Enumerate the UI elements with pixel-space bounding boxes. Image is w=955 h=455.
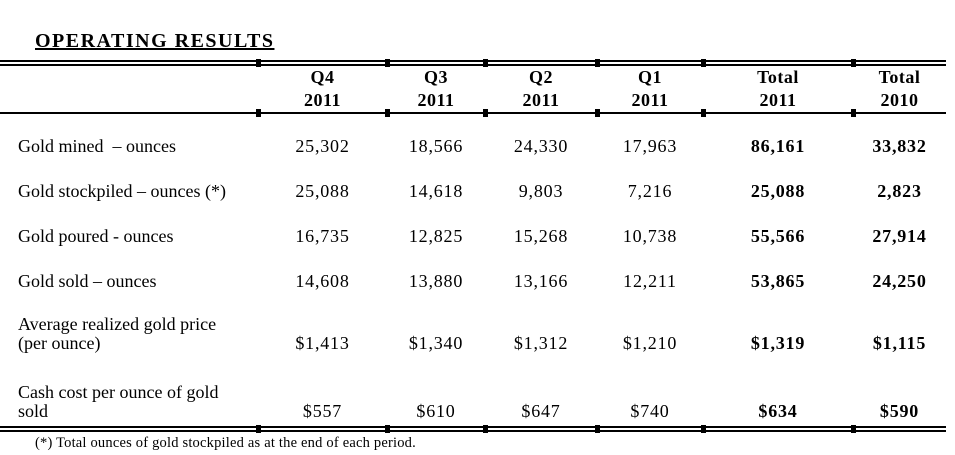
header-q2-2011: Q2 2011 [485, 66, 597, 114]
header-q4-2011: Q4 2011 [258, 66, 387, 114]
total-value-cell: 25,088 [750, 181, 806, 201]
table-row-average-realized-gold-price: Average realized gold price (per ounce) … [0, 294, 946, 356]
header-year-label: 2011 [631, 90, 669, 110]
header-blank [0, 66, 258, 114]
rule-tick [483, 425, 488, 433]
rule-tick [595, 109, 600, 117]
table-row-gold-mined: Gold mined – ounces 25,302 18,566 24,330… [0, 114, 946, 159]
rule-tick [701, 59, 706, 67]
header-total-2010: Total 2010 [853, 66, 946, 114]
rule-tick [851, 109, 856, 117]
total-value-cell: 55,566 [750, 226, 806, 246]
value-cell: 12,825 [408, 226, 464, 246]
total-value-cell: $1,115 [872, 333, 927, 353]
value-cell: $1,340 [408, 333, 464, 353]
value-cell: 12,211 [623, 271, 677, 291]
total-value-cell: $590 [879, 401, 920, 421]
header-year-label: 2010 [880, 90, 919, 110]
value-cell: $610 [416, 401, 456, 421]
header-quarter-label: Q1 [637, 67, 662, 87]
total-value-cell: 2,823 [877, 181, 922, 201]
value-cell: 18,566 [408, 136, 464, 156]
operating-results-table: Q4 2011 Q3 2011 Q2 2011 Q1 2011 Total [0, 60, 946, 432]
value-cell: 9,803 [518, 181, 564, 201]
value-cell: 25,302 [295, 136, 350, 156]
rule-tick [595, 59, 600, 67]
rule-tick [701, 109, 706, 117]
rule-tick [256, 59, 261, 67]
rule-tick [701, 425, 706, 433]
value-cell: 13,166 [513, 271, 569, 291]
header-quarter-label: Q3 [423, 67, 448, 87]
row-label: Gold sold – ounces [18, 271, 157, 291]
row-label: Gold poured - ounces [18, 226, 174, 246]
header-quarter-label: Q2 [528, 67, 553, 87]
value-cell: 7,216 [627, 181, 673, 201]
total-value-cell: 53,865 [750, 271, 806, 291]
value-cell: $740 [630, 401, 670, 421]
header-q3-2011: Q3 2011 [387, 66, 485, 114]
header-year-label: 2011 [417, 90, 455, 110]
value-cell: 16,735 [295, 226, 350, 246]
footnote: (*) Total ounces of gold stockpiled as a… [35, 435, 416, 451]
value-cell: $1,413 [295, 333, 350, 353]
header-q1-2011: Q1 2011 [597, 66, 703, 114]
table-row-gold-poured: Gold poured - ounces 16,735 12,825 15,26… [0, 204, 946, 249]
value-cell: $647 [521, 401, 561, 421]
header-quarter-label: Q4 [310, 67, 335, 87]
value-cell: 13,880 [408, 271, 464, 291]
total-value-cell: 86,161 [750, 136, 806, 156]
header-row: Q4 2011 Q3 2011 Q2 2011 Q1 2011 Total [0, 66, 946, 114]
rule-tick [256, 425, 261, 433]
rule-tick [483, 109, 488, 117]
rule-tick [851, 59, 856, 67]
total-value-cell: 33,832 [872, 136, 927, 156]
row-label: Gold mined – ounces [18, 136, 176, 156]
table-row-cash-cost-per-ounce: Cash cost per ounce of gold sold $557 $6… [0, 356, 946, 426]
header-total-label: Total [757, 67, 799, 87]
value-cell: 10,738 [622, 226, 678, 246]
total-value-cell: $1,319 [750, 333, 806, 353]
table-row-gold-sold: Gold sold – ounces 14,608 13,880 13,166 … [0, 249, 946, 294]
header-year-label: 2011 [759, 90, 797, 110]
rule-tick [385, 59, 390, 67]
value-cell: 14,618 [408, 181, 464, 201]
total-value-cell: $634 [758, 401, 798, 421]
table-row-gold-stockpiled: Gold stockpiled – ounces (*) 25,088 14,6… [0, 159, 946, 204]
value-cell: $1,312 [513, 333, 569, 353]
value-cell: 25,088 [295, 181, 350, 201]
value-cell: 14,608 [295, 271, 350, 291]
value-cell: 24,330 [513, 136, 569, 156]
header-year-label: 2011 [522, 90, 560, 110]
value-cell: $1,210 [622, 333, 678, 353]
value-cell: 17,963 [622, 136, 678, 156]
total-value-cell: 27,914 [872, 226, 927, 246]
rule-tick [483, 59, 488, 67]
row-label: Cash cost per ounce of gold sold [18, 382, 223, 421]
page-title: OPERATING RESULTS [35, 30, 275, 52]
rule-tick [385, 109, 390, 117]
header-total-label: Total [878, 67, 921, 87]
total-value-cell: 24,250 [872, 271, 927, 291]
rule-tick [851, 425, 856, 433]
value-cell: 15,268 [513, 226, 569, 246]
row-label: Gold stockpiled – ounces (*) [18, 181, 226, 201]
header-year-label: 2011 [303, 90, 341, 110]
header-total-2011: Total 2011 [703, 66, 853, 114]
rule-tick [256, 109, 261, 117]
row-label: Average realized gold price (per ounce) [18, 314, 221, 353]
value-cell: $557 [302, 401, 343, 421]
rule-tick [385, 425, 390, 433]
rule-tick [595, 425, 600, 433]
